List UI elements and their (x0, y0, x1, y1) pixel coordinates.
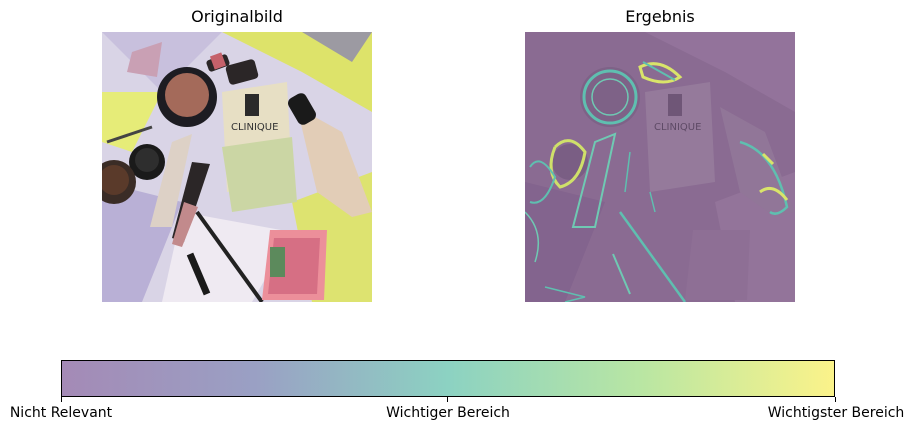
colorbar-tick-max (835, 397, 836, 402)
colorbar-label-most-important-area: Wichtigster Bereich (767, 405, 905, 421)
result-image-title: Ergebnis (625, 7, 695, 26)
importance-colorbar (61, 360, 835, 397)
colorbar-label-not-relevant: Nicht Relevant (9, 405, 113, 421)
brand-text-original: CLINIQUE (231, 122, 278, 133)
result-heatmap-image: CLINIQUE (525, 32, 795, 302)
colorbar-tick-mid (447, 397, 448, 402)
original-image: CLINIQUE (102, 32, 372, 302)
colorbar-tick-min (61, 397, 62, 402)
original-image-title: Originalbild (191, 7, 283, 26)
colorbar-label-important-area: Wichtiger Bereich (386, 405, 510, 421)
brand-text-result: CLINIQUE (654, 122, 701, 133)
